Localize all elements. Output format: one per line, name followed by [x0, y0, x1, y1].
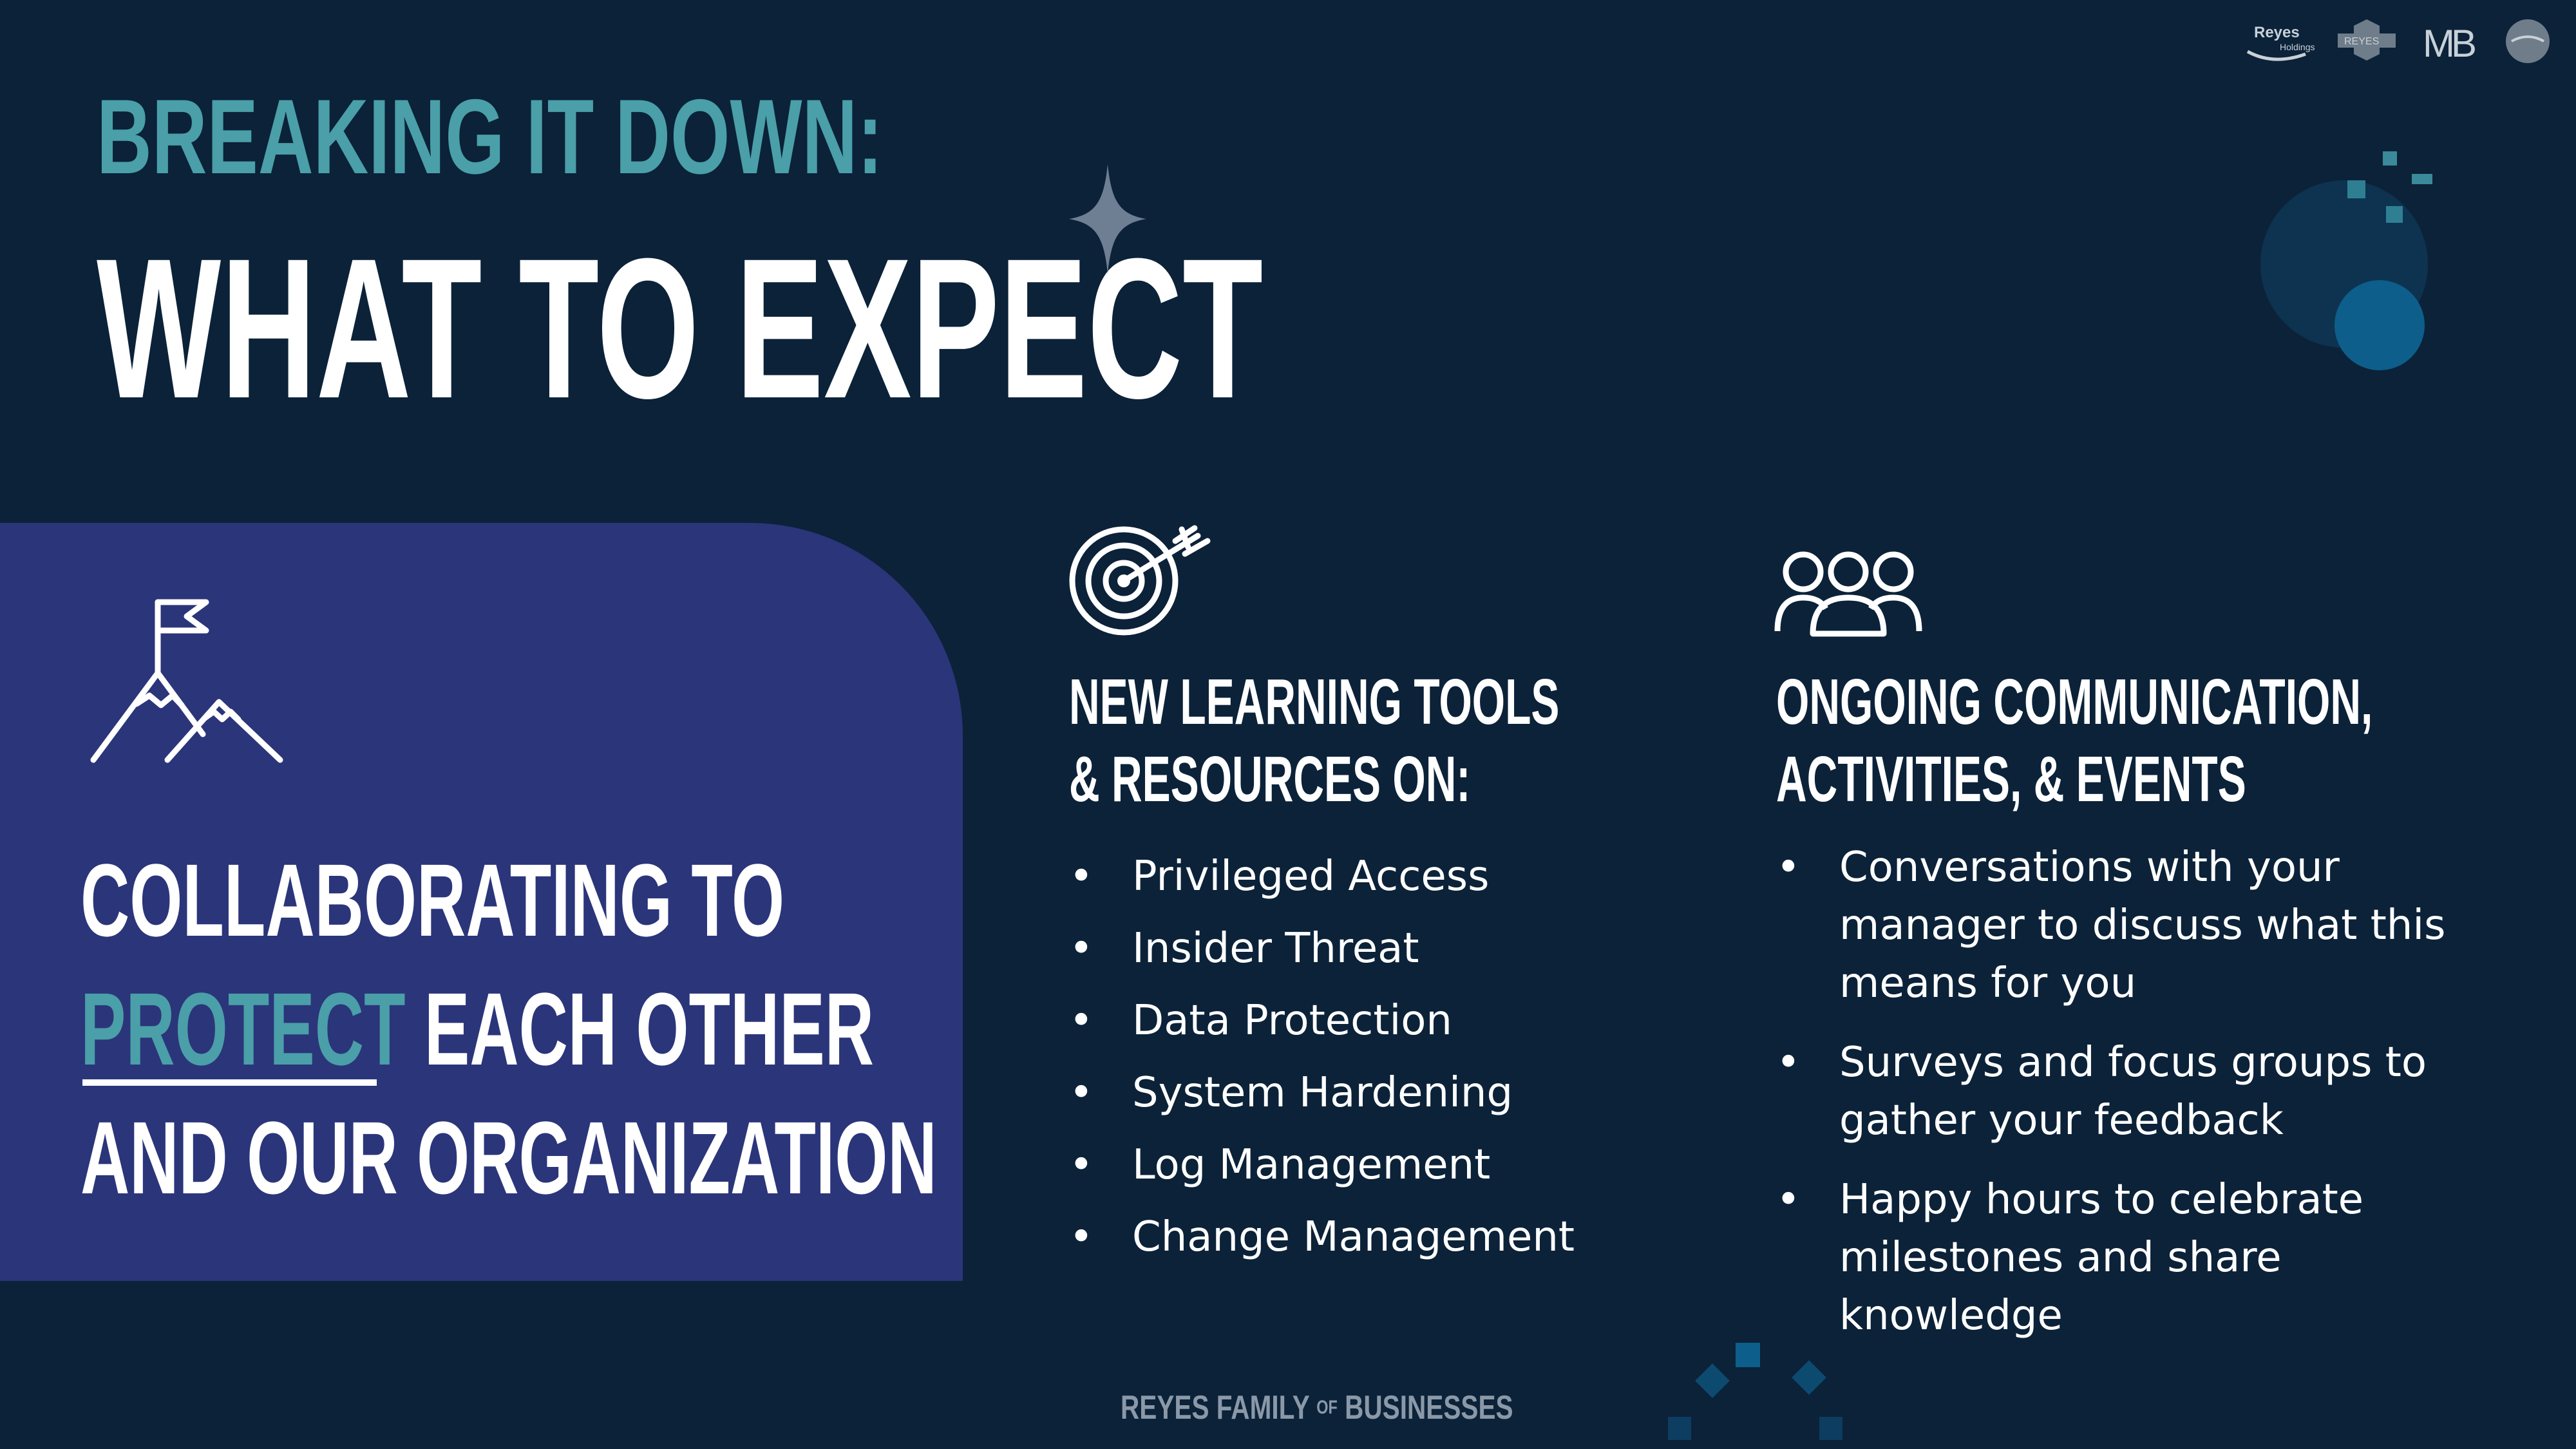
mb-logo: MB — [2423, 22, 2479, 65]
heading-line: & RESOURCES ON: — [1069, 743, 1471, 815]
footer-text-small: OF — [1316, 1397, 1338, 1418]
learning-topics-list: Privileged Access Insider Threat Data Pr… — [1069, 840, 1575, 1273]
list-item: Log Management — [1069, 1129, 1575, 1201]
sparkle-icon — [1069, 164, 1146, 274]
list-item: Data Protection — [1069, 985, 1575, 1057]
list-item: Conversations with your manager to discu… — [1776, 838, 2483, 1012]
footer-brand: REYES FAMILY OF BUSINESSES — [1121, 1391, 1513, 1425]
target-arrow-icon — [1069, 525, 1211, 636]
communication-heading: ONGOING COMMUNICATION, ACTIVITIES, & EVE… — [1776, 663, 2372, 818]
list-item: Insider Threat — [1069, 913, 1575, 985]
footer-text: REYES FAMILY — [1121, 1389, 1310, 1426]
protect-underline — [82, 1079, 377, 1086]
communication-list: Conversations with your manager to discu… — [1776, 838, 2483, 1366]
learning-tools-heading: NEW LEARNING TOOLS & RESOURCES ON: — [1069, 663, 1559, 818]
mountain-flag-icon — [90, 599, 283, 763]
list-item: Happy hours to celebrate milestones and … — [1776, 1171, 2483, 1345]
company-logos: Reyes Holdings REYES MB — [2246, 19, 2550, 65]
reyes-holdings-logo: Reyes Holdings — [2246, 24, 2315, 61]
protect-highlight: PROTECT — [80, 971, 406, 1086]
collab-line-2-rest: EACH OTHER — [424, 971, 875, 1086]
mb-logo-text: MB — [2423, 22, 2475, 65]
decorative-circles — [2260, 151, 2432, 370]
heading-line: ACTIVITIES, & EVENTS — [1776, 743, 2246, 815]
reyes-logo: REYES — [2338, 19, 2396, 61]
list-item: System Hardening — [1069, 1057, 1575, 1129]
collab-line-1: COLLABORATING TO — [80, 842, 785, 958]
coca-cola-seal-logo — [2506, 19, 2550, 63]
decorative-dots — [1668, 1343, 1842, 1440]
page-subtitle: BREAKING IT DOWN: — [97, 77, 883, 196]
people-group-icon — [1774, 551, 1922, 637]
reyes-logo-text: REYES — [2344, 36, 2379, 47]
reyes-holdings-logo-text: Reyes — [2254, 24, 2300, 41]
reyes-holdings-logo-subtext: Holdings — [2280, 42, 2315, 52]
page-title: WHAT TO EXPECT — [97, 216, 1264, 440]
list-item: Change Management — [1069, 1201, 1575, 1273]
list-item: Privileged Access — [1069, 840, 1575, 913]
heading-line: NEW LEARNING TOOLS — [1069, 666, 1560, 738]
list-item: Surveys and focus groups to gather your … — [1776, 1034, 2483, 1150]
footer-text: BUSINESSES — [1345, 1389, 1513, 1426]
heading-line: ONGOING COMMUNICATION, — [1776, 666, 2373, 738]
collab-line-3: AND OUR ORGANIZATION — [80, 1100, 937, 1215]
collab-line-2: PROTECT EACH OTHER — [80, 978, 874, 1081]
